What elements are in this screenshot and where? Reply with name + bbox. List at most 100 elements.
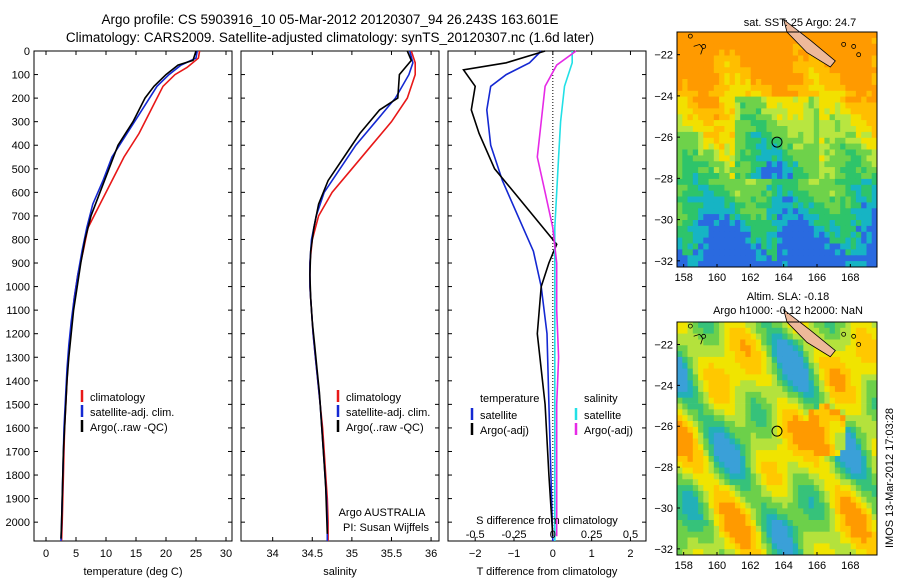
map-cell — [724, 490, 731, 498]
map-cell — [734, 161, 741, 168]
map-cell — [840, 102, 846, 109]
map-cell — [813, 67, 820, 74]
map-cell — [840, 43, 846, 51]
map-cell — [734, 426, 741, 434]
map-cell — [692, 55, 699, 62]
map-cell — [813, 131, 820, 139]
map-cell — [750, 149, 757, 156]
map-cell — [855, 397, 862, 404]
map-cell — [761, 55, 767, 62]
map-cell — [734, 362, 741, 369]
map-cell — [771, 220, 778, 227]
map-cell — [813, 520, 820, 527]
map-cell — [777, 96, 783, 103]
map-cell — [755, 37, 762, 45]
map-cell — [855, 549, 862, 556]
map-cell — [740, 415, 746, 422]
map-cell — [677, 102, 683, 109]
map-cell — [692, 490, 699, 498]
map-cell — [745, 520, 752, 527]
map-cell — [719, 249, 725, 256]
map-cell — [687, 173, 694, 180]
map-cell — [771, 184, 778, 192]
map-cell — [829, 368, 836, 375]
map-cell — [866, 409, 873, 416]
map-cell — [829, 386, 836, 393]
map-cell — [813, 84, 820, 92]
map-cell — [745, 421, 752, 428]
map-cell — [766, 49, 773, 56]
map-cell — [819, 249, 825, 256]
map-cell — [750, 490, 757, 498]
map-cell — [803, 356, 809, 364]
map-cell — [724, 137, 731, 145]
map-cell — [803, 90, 809, 98]
map-cell — [761, 380, 767, 387]
map-cell — [813, 184, 820, 192]
map-cell — [682, 409, 688, 416]
map-cell — [698, 537, 704, 544]
map-cell — [808, 473, 815, 480]
plot-frame — [33, 50, 233, 542]
map-cell — [834, 502, 841, 509]
map-cell — [724, 184, 731, 192]
map-cell — [798, 114, 804, 121]
map-cell — [861, 461, 867, 468]
map-cell — [777, 362, 783, 369]
map-cell — [729, 73, 736, 80]
map-cell — [761, 102, 767, 109]
map-cell — [803, 409, 809, 416]
map-cell — [840, 543, 846, 550]
map-cell — [771, 49, 778, 56]
map-cell — [766, 502, 773, 509]
map-cell — [698, 479, 704, 486]
map-frame — [676, 31, 878, 268]
map-cell — [713, 67, 720, 74]
map-cell — [798, 43, 804, 51]
map-cell — [745, 356, 752, 364]
map-cell — [834, 397, 841, 404]
map-cell — [724, 345, 731, 352]
map-cell — [708, 102, 715, 109]
map-cell — [708, 327, 715, 334]
map-cell — [813, 161, 820, 168]
map-cell — [713, 438, 720, 445]
map-cell — [819, 461, 825, 468]
map-cell — [819, 490, 825, 498]
map-cell — [855, 167, 862, 174]
map-cell — [777, 231, 783, 239]
x-tick-label: 20 — [160, 548, 172, 560]
map-cell — [777, 114, 783, 121]
map-cell — [713, 473, 720, 480]
map-cell — [792, 456, 799, 463]
map-cell — [824, 184, 831, 192]
map-cell — [792, 243, 799, 250]
map-cell — [777, 178, 783, 186]
top-x-axis-label: S difference from climatology — [476, 515, 618, 527]
map-cell — [719, 444, 725, 451]
map-cell — [850, 520, 857, 527]
map-cell — [845, 231, 852, 239]
map-cell — [761, 143, 767, 150]
map-cell — [798, 61, 804, 68]
map-cell — [803, 502, 809, 509]
map-cell — [682, 184, 688, 192]
map-cell — [761, 178, 767, 186]
map-cell — [819, 432, 825, 439]
map-cell — [698, 190, 704, 197]
map-cell — [761, 485, 767, 492]
map-cell — [850, 461, 857, 468]
map-cell — [755, 485, 762, 492]
map-cell — [819, 356, 825, 364]
map-cell — [866, 90, 873, 98]
map-cell — [824, 155, 831, 162]
map-cell — [840, 322, 846, 329]
map-cell — [677, 496, 683, 503]
map-cell — [687, 79, 694, 86]
map-cell — [724, 161, 731, 168]
map-cell — [855, 496, 862, 503]
map-cell — [787, 173, 794, 180]
map-cell — [713, 120, 720, 127]
map-cell — [745, 362, 752, 369]
map-cell — [824, 84, 831, 92]
